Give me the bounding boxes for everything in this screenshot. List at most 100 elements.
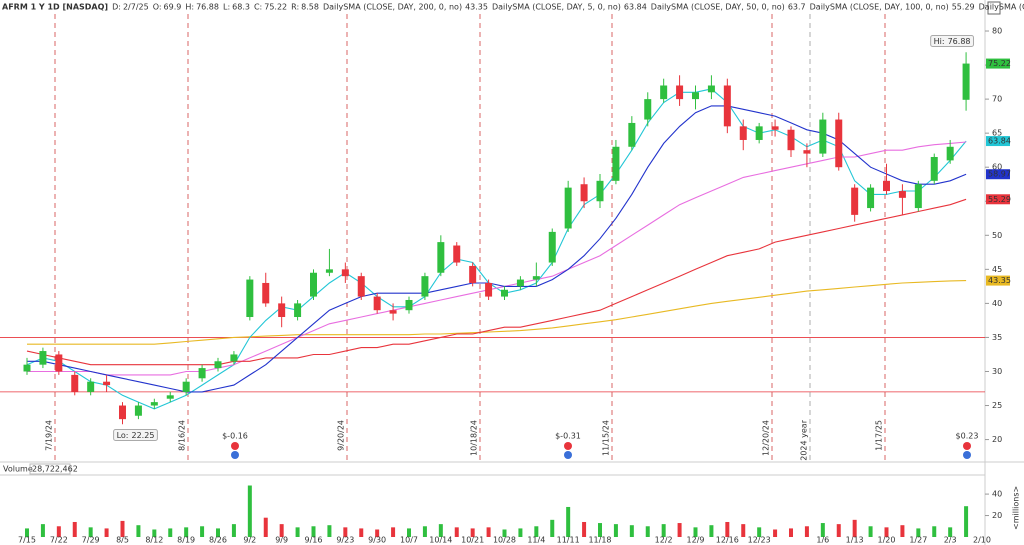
volume-bar [789, 528, 793, 537]
volume-bar [422, 526, 427, 537]
volume-bar [263, 517, 268, 537]
candle-body [262, 282, 270, 304]
candle-body [596, 180, 604, 202]
volume-bar [216, 528, 220, 537]
candle-body [134, 405, 142, 416]
volume-bar [582, 521, 587, 537]
header-label: D: [112, 3, 121, 12]
volume-bar [247, 485, 252, 537]
earnings-label: $-0.31 [555, 432, 581, 441]
event-label: 7/19/24 [45, 420, 54, 451]
volume-bar [279, 524, 284, 537]
volume-bar [613, 524, 618, 537]
x-tick-label: 2/10 [973, 536, 991, 545]
extreme-label: Hi: 76.88 [930, 35, 975, 47]
volume-unit: <millions> [1012, 486, 1021, 530]
candle-body [294, 303, 302, 318]
header-bg [0, 0, 984, 13]
candle-body [87, 381, 95, 392]
volume-bar [566, 506, 571, 537]
candle-body [39, 351, 47, 365]
volume-bar [184, 527, 189, 537]
extreme-box [930, 35, 975, 47]
value-tag [986, 58, 1010, 69]
volume-bar [120, 520, 125, 537]
candle-body [23, 364, 31, 372]
candle-body [914, 184, 922, 209]
candle-body [787, 129, 795, 151]
volume-bar [661, 524, 666, 537]
candle-body [246, 279, 254, 318]
legend-value: 63.7 [788, 3, 806, 12]
legend-value: 43.35 [465, 3, 488, 12]
volume-bar [534, 526, 539, 537]
candle-body [835, 119, 843, 168]
candle-body [437, 242, 445, 273]
x-tick-label: 7/29 [82, 536, 100, 545]
volume-bar [486, 527, 491, 537]
header-value: 2/7/25 [123, 3, 149, 12]
candle-body [485, 282, 493, 297]
legend-entry: DailySMA (CLOSE, DAY, 5, 0, no) [492, 3, 621, 12]
volume-bar [916, 528, 921, 537]
x-tick-label: 2/3 [944, 536, 957, 545]
candle-body [357, 276, 365, 297]
candle-body [660, 85, 668, 100]
sma-line [26, 198, 967, 366]
candle-body [771, 126, 779, 130]
candle-body [310, 272, 317, 297]
candle-body [230, 354, 238, 362]
volume-bar [231, 524, 236, 537]
candle-body [819, 119, 827, 154]
header-value: 76.88 [196, 3, 219, 12]
x-tick-label: 9/16 [305, 536, 323, 545]
candle-body [55, 354, 63, 372]
legend-entry: DailySMA (CLOSE, DAY, 50, 0, no) [651, 3, 785, 12]
y-tick-label: 40 [992, 299, 1002, 308]
volume-bar [375, 529, 380, 537]
candle-body [723, 85, 731, 127]
volume-bar [327, 525, 332, 537]
header-value: 8.58 [301, 3, 319, 12]
x-tick-label: 12/16 [716, 536, 739, 545]
candle-body [453, 245, 461, 263]
volume-bar [407, 528, 411, 537]
volume-bar [438, 524, 443, 537]
volume-bar [773, 529, 778, 537]
volume-bar [900, 525, 905, 537]
volume-bar [88, 527, 93, 537]
event-label: 1/17/25 [875, 420, 884, 451]
y-tick-label: 60 [992, 163, 1002, 172]
candle-body [676, 85, 684, 100]
event-label: 2024 year [800, 419, 809, 460]
volume-tick-label: 20 [992, 511, 1002, 520]
value-tag [986, 194, 1010, 205]
value-tag-label: 55.29 [988, 195, 1011, 204]
x-tick-label: 10/28 [493, 536, 516, 545]
menu-icon[interactable] [987, 1, 1001, 15]
candle-body [803, 150, 811, 154]
candle-body [341, 269, 349, 277]
x-tick-label: 10/7 [400, 536, 418, 545]
volume-bar [168, 528, 173, 537]
header-value: 68.3 [232, 3, 250, 12]
x-tick-label: 12/9 [687, 536, 705, 545]
header-label: C: [254, 3, 262, 12]
y-tick-label: 20 [992, 435, 1002, 444]
volume-bar [200, 526, 205, 537]
candle-body [867, 187, 875, 209]
volume-bar [852, 519, 857, 537]
extreme-prefix: Lo: [117, 431, 129, 440]
legend-entry: DailySMA (CLOSE, DAY, 100, 0, no) [810, 3, 949, 12]
candle-body [405, 299, 413, 311]
volume-bar [502, 529, 507, 537]
volume-bar [72, 521, 77, 537]
x-tick-label: 7/22 [50, 536, 68, 545]
volume-bar [757, 527, 762, 537]
volume-bar [104, 528, 109, 537]
volume-current: 28,722,462 [32, 465, 78, 474]
dividend-icon [963, 451, 971, 459]
candle-body [119, 405, 126, 420]
